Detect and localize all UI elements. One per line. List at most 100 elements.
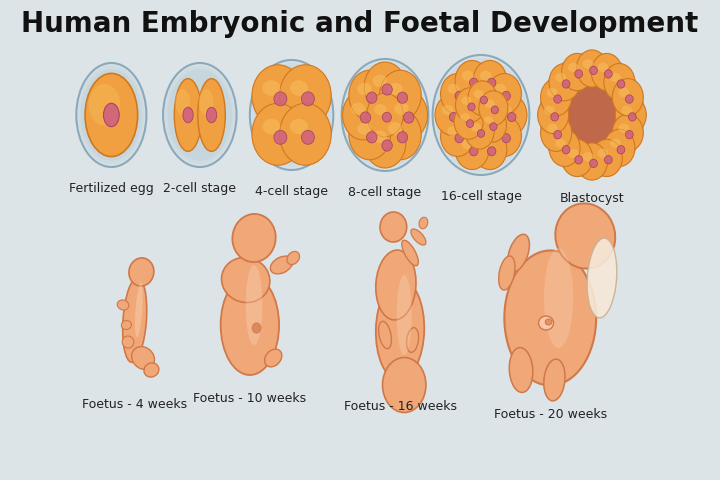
Ellipse shape bbox=[504, 251, 596, 385]
Ellipse shape bbox=[357, 122, 372, 135]
Ellipse shape bbox=[508, 234, 529, 272]
Ellipse shape bbox=[175, 89, 190, 115]
Ellipse shape bbox=[549, 63, 580, 101]
Ellipse shape bbox=[604, 63, 635, 101]
Ellipse shape bbox=[397, 92, 408, 103]
Text: 4-cell stage: 4-cell stage bbox=[255, 185, 328, 198]
Ellipse shape bbox=[135, 283, 143, 337]
Ellipse shape bbox=[590, 159, 598, 168]
Ellipse shape bbox=[122, 336, 134, 348]
Ellipse shape bbox=[360, 112, 371, 123]
Ellipse shape bbox=[198, 79, 225, 151]
Ellipse shape bbox=[499, 256, 515, 290]
Ellipse shape bbox=[554, 95, 562, 103]
Ellipse shape bbox=[104, 103, 120, 127]
Ellipse shape bbox=[351, 103, 366, 115]
Ellipse shape bbox=[477, 130, 485, 137]
Ellipse shape bbox=[477, 108, 506, 142]
Ellipse shape bbox=[500, 105, 512, 115]
Ellipse shape bbox=[480, 139, 492, 149]
Ellipse shape bbox=[76, 63, 146, 167]
Ellipse shape bbox=[544, 106, 554, 115]
Ellipse shape bbox=[590, 66, 598, 74]
Ellipse shape bbox=[89, 84, 120, 125]
Ellipse shape bbox=[366, 132, 377, 143]
Text: 16-cell stage: 16-cell stage bbox=[441, 190, 521, 203]
Ellipse shape bbox=[629, 113, 636, 121]
Ellipse shape bbox=[349, 110, 390, 160]
Text: Fertilized egg: Fertilized egg bbox=[69, 182, 154, 195]
Ellipse shape bbox=[617, 80, 625, 88]
Ellipse shape bbox=[469, 147, 478, 156]
Ellipse shape bbox=[493, 95, 527, 135]
Ellipse shape bbox=[207, 107, 217, 123]
Ellipse shape bbox=[468, 81, 497, 116]
Ellipse shape bbox=[467, 120, 474, 128]
Ellipse shape bbox=[366, 92, 377, 103]
Ellipse shape bbox=[544, 359, 565, 401]
Ellipse shape bbox=[562, 53, 593, 91]
Ellipse shape bbox=[364, 118, 406, 168]
Ellipse shape bbox=[388, 122, 402, 135]
Ellipse shape bbox=[612, 114, 644, 151]
Ellipse shape bbox=[485, 99, 495, 108]
Ellipse shape bbox=[447, 126, 459, 136]
Ellipse shape bbox=[117, 300, 129, 310]
Text: Foetus - 20 weeks: Foetus - 20 weeks bbox=[494, 408, 607, 421]
Ellipse shape bbox=[568, 63, 579, 72]
Ellipse shape bbox=[617, 145, 625, 154]
Ellipse shape bbox=[454, 105, 483, 139]
Ellipse shape bbox=[265, 349, 282, 367]
Ellipse shape bbox=[587, 238, 617, 318]
Ellipse shape bbox=[395, 103, 409, 115]
Ellipse shape bbox=[78, 66, 145, 164]
Ellipse shape bbox=[174, 79, 202, 151]
Ellipse shape bbox=[442, 105, 454, 115]
Ellipse shape bbox=[473, 129, 507, 169]
Ellipse shape bbox=[509, 348, 533, 393]
Ellipse shape bbox=[549, 129, 580, 167]
Ellipse shape bbox=[502, 91, 510, 100]
Ellipse shape bbox=[473, 60, 507, 101]
Ellipse shape bbox=[555, 73, 566, 82]
Ellipse shape bbox=[468, 103, 475, 111]
Ellipse shape bbox=[487, 78, 496, 87]
Ellipse shape bbox=[460, 113, 470, 122]
Ellipse shape bbox=[605, 156, 612, 164]
Ellipse shape bbox=[252, 63, 331, 167]
Ellipse shape bbox=[382, 358, 426, 412]
Ellipse shape bbox=[540, 53, 644, 177]
Ellipse shape bbox=[539, 316, 554, 330]
Ellipse shape bbox=[577, 143, 608, 180]
Ellipse shape bbox=[376, 250, 416, 320]
Ellipse shape bbox=[376, 280, 424, 380]
Ellipse shape bbox=[287, 252, 300, 264]
Ellipse shape bbox=[262, 119, 280, 134]
Ellipse shape bbox=[621, 106, 632, 115]
Ellipse shape bbox=[474, 90, 484, 98]
Ellipse shape bbox=[246, 265, 262, 345]
Ellipse shape bbox=[591, 139, 622, 177]
Ellipse shape bbox=[502, 133, 510, 143]
Ellipse shape bbox=[132, 347, 155, 370]
Text: 8-cell stage: 8-cell stage bbox=[348, 186, 422, 199]
Ellipse shape bbox=[407, 328, 418, 352]
Ellipse shape bbox=[364, 62, 406, 112]
Ellipse shape bbox=[349, 70, 390, 120]
Ellipse shape bbox=[545, 319, 552, 325]
Ellipse shape bbox=[379, 321, 392, 348]
Ellipse shape bbox=[480, 71, 492, 81]
Ellipse shape bbox=[397, 132, 408, 143]
Ellipse shape bbox=[626, 131, 633, 139]
Ellipse shape bbox=[270, 256, 293, 274]
Ellipse shape bbox=[347, 66, 423, 164]
Ellipse shape bbox=[568, 149, 579, 158]
Ellipse shape bbox=[81, 69, 142, 161]
Ellipse shape bbox=[379, 70, 421, 120]
Ellipse shape bbox=[419, 217, 428, 229]
Ellipse shape bbox=[382, 84, 392, 95]
Ellipse shape bbox=[357, 83, 372, 95]
Ellipse shape bbox=[546, 123, 558, 133]
Text: Foetus - 16 weeks: Foetus - 16 weeks bbox=[343, 400, 456, 413]
Ellipse shape bbox=[462, 96, 472, 105]
